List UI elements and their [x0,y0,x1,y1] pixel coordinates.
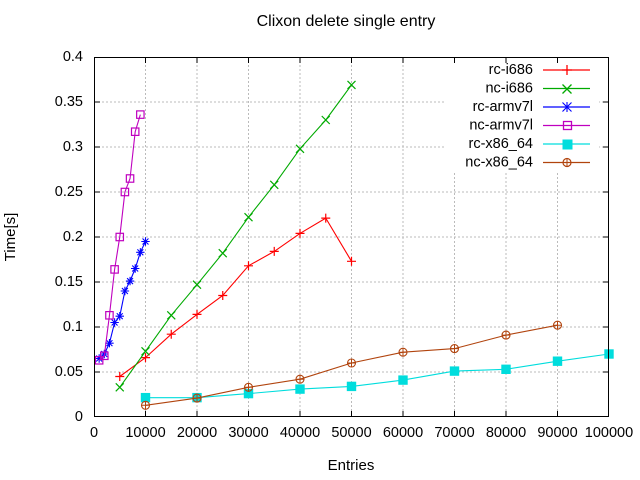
svg-text:10000: 10000 [125,425,165,441]
svg-text:80000: 80000 [486,425,526,441]
svg-text:nc-i686: nc-i686 [485,81,533,97]
svg-text:0.2: 0.2 [63,229,83,245]
svg-text:0.1: 0.1 [63,319,83,335]
svg-text:100000: 100000 [585,425,633,441]
svg-text:Clixon delete single entry: Clixon delete single entry [257,13,436,30]
svg-text:0.15: 0.15 [55,274,83,290]
svg-text:0.05: 0.05 [55,364,83,380]
svg-text:40000: 40000 [280,425,320,441]
svg-text:0.4: 0.4 [63,49,83,65]
svg-text:0: 0 [75,409,83,425]
svg-text:0: 0 [90,425,98,441]
svg-text:rc-i686: rc-i686 [489,62,533,78]
svg-text:60000: 60000 [383,425,423,441]
svg-text:0.35: 0.35 [55,94,83,110]
svg-text:90000: 90000 [537,425,577,441]
svg-text:0.25: 0.25 [55,184,83,200]
svg-text:30000: 30000 [228,425,268,441]
svg-text:nc-armv7l: nc-armv7l [469,118,533,134]
svg-text:nc-x86_64: nc-x86_64 [465,155,533,171]
svg-text:Entries: Entries [328,457,375,474]
svg-text:rc-armv7l: rc-armv7l [473,99,533,115]
svg-text:Time[s]: Time[s] [2,213,19,262]
svg-text:20000: 20000 [177,425,217,441]
svg-text:rc-x86_64: rc-x86_64 [469,136,533,152]
svg-text:70000: 70000 [434,425,474,441]
svg-text:50000: 50000 [331,425,371,441]
svg-text:0.3: 0.3 [63,139,83,155]
